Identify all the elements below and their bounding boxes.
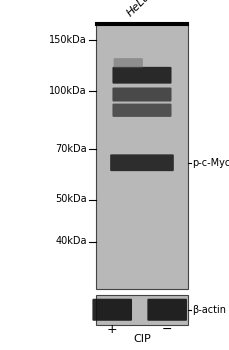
Text: 150kDa: 150kDa [49,35,87,45]
Text: HeLa: HeLa [125,0,152,19]
Text: −: − [162,323,172,336]
Text: CIP: CIP [133,335,151,344]
FancyBboxPatch shape [110,154,174,171]
FancyBboxPatch shape [147,299,187,321]
FancyBboxPatch shape [112,67,172,84]
Text: 100kDa: 100kDa [49,86,87,96]
Bar [96,25,188,289]
FancyBboxPatch shape [112,88,172,102]
FancyBboxPatch shape [112,104,172,117]
FancyBboxPatch shape [114,58,143,68]
Text: β-actin: β-actin [192,305,226,315]
Text: 50kDa: 50kDa [55,195,87,204]
Text: +: + [107,323,117,336]
FancyBboxPatch shape [92,299,132,321]
Text: p-c-Myc-T58: p-c-Myc-T58 [192,158,229,168]
Text: 70kDa: 70kDa [55,144,87,154]
Bar [96,295,188,325]
Text: 40kDa: 40kDa [55,237,87,246]
